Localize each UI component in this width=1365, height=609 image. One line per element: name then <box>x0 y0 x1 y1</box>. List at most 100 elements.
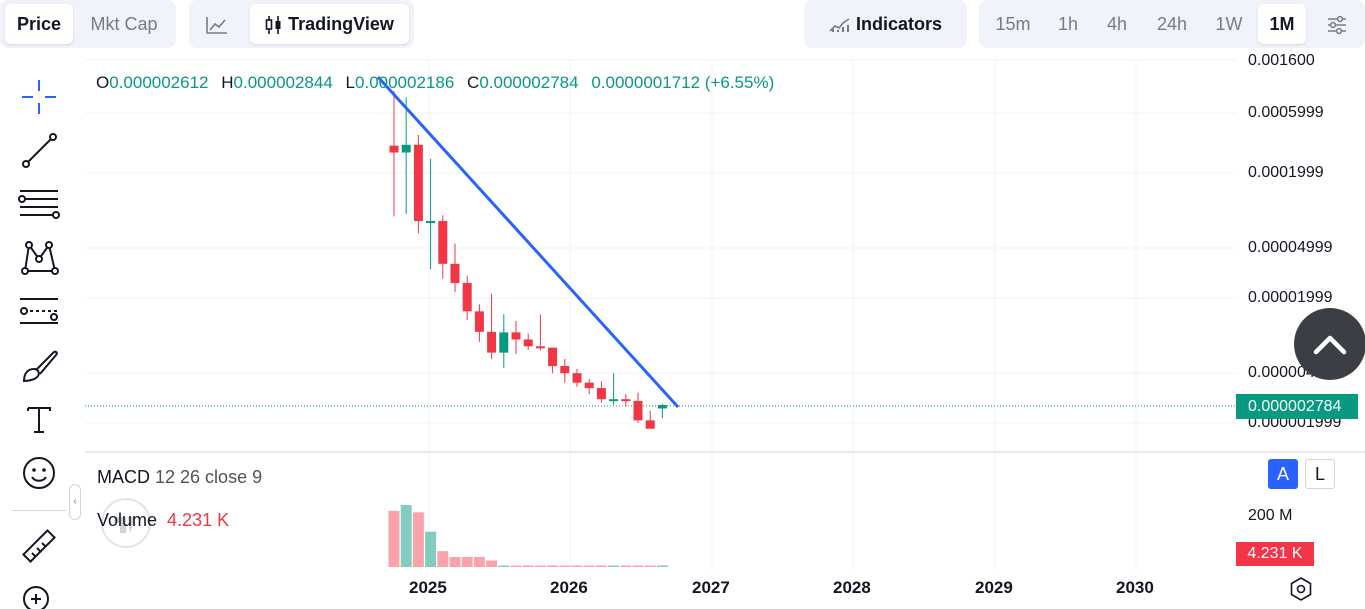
volume-legend: Volume 4.231 K <box>97 510 229 531</box>
candle-body <box>389 145 399 153</box>
change-value: 0.0000001712 (+6.55%) <box>591 73 775 92</box>
volume-bar <box>595 565 607 567</box>
volume-bar <box>412 512 424 567</box>
candle-body <box>645 420 655 429</box>
price-button[interactable]: Price <box>5 4 73 44</box>
candle-body <box>462 282 472 312</box>
candle-body <box>657 405 667 409</box>
volume-bar <box>547 565 559 567</box>
candle-body <box>633 400 643 421</box>
fib-tool[interactable] <box>16 181 62 227</box>
timeframe-4h[interactable]: 4h <box>1106 14 1128 34</box>
current-price-tag: 0.000002784 <box>1236 394 1358 419</box>
indicators-button[interactable]: Indicators <box>809 4 962 44</box>
timeframe-24h[interactable]: 24h <box>1156 14 1188 34</box>
price-axis-label: 0.001600 <box>1248 52 1315 69</box>
price-axis-label: 0.0001999 <box>1248 164 1324 181</box>
volume-bar <box>486 560 498 567</box>
projection-tool[interactable] <box>16 289 62 335</box>
volume-bar <box>534 565 546 567</box>
candles-series <box>389 90 667 429</box>
candle-body <box>548 347 558 367</box>
tradingview-label: TradingView <box>288 14 394 34</box>
macd-legend: MACD 12 26 close 9 <box>97 467 262 488</box>
volume-bar <box>571 565 583 567</box>
indicators-group: Indicators <box>804 0 967 48</box>
fib-icon <box>18 190 60 219</box>
collapse-toolbar-button[interactable]: ‹ <box>69 484 81 520</box>
high-value: 0.000002844 <box>233 73 333 92</box>
timeframe-15m[interactable]: 15m <box>995 14 1031 34</box>
open-key: O <box>96 73 110 92</box>
volume-bar <box>644 565 656 567</box>
volume-bar <box>425 531 437 567</box>
indicators-label: Indicators <box>855 14 943 34</box>
candle-body <box>535 346 545 349</box>
emoji-tool[interactable] <box>16 450 62 496</box>
low-key: L <box>345 73 356 92</box>
candle-body <box>450 263 460 283</box>
log-scale-button[interactable]: L <box>1305 459 1335 489</box>
price-axis-label: 0.00004999 <box>1248 239 1333 256</box>
pattern-icon <box>21 241 59 275</box>
gear-icon[interactable] <box>1288 576 1314 602</box>
text-tool[interactable] <box>16 396 62 442</box>
candle-body <box>560 366 570 374</box>
volume-bar <box>522 565 534 567</box>
trendline-tool[interactable] <box>16 127 62 173</box>
time-axis-label: 2029 <box>975 578 1013 597</box>
crosshair-tool[interactable] <box>16 74 62 120</box>
chart-settings-button[interactable] <box>1315 4 1359 44</box>
volume-bar <box>437 551 449 567</box>
price-axis-label: 0.00001999 <box>1248 289 1333 306</box>
trendline[interactable] <box>376 75 680 409</box>
macd-params: 12 26 close 9 <box>155 467 263 487</box>
zoom-in-tool[interactable] <box>16 576 62 609</box>
volume-bar <box>461 556 473 567</box>
volume-tag: 4.231 K <box>1236 542 1314 566</box>
candle-body <box>572 373 582 383</box>
macd-name: MACD <box>97 467 150 487</box>
settings-sliders-icon <box>1328 16 1346 35</box>
volume-series <box>388 505 668 567</box>
volume-bar <box>449 556 461 567</box>
candle-body <box>401 144 411 153</box>
chart-line-icon <box>206 17 227 35</box>
timeframe-1m[interactable]: 1M <box>1258 4 1306 44</box>
time-axis-label: 2026 <box>550 578 588 597</box>
volume-bar <box>583 565 595 567</box>
emoji-icon <box>23 457 55 489</box>
indicators-icon <box>829 18 850 33</box>
line-chart-button[interactable] <box>194 4 240 44</box>
volume-name: Volume <box>97 510 158 530</box>
volume-bar <box>620 565 632 567</box>
brush-tool[interactable] <box>16 343 62 389</box>
candle-body <box>621 399 631 402</box>
zoom-plus-icon <box>23 586 49 609</box>
time-axis-label: 2025 <box>409 578 447 597</box>
close-key: C <box>467 73 480 92</box>
volume-bar <box>388 510 400 567</box>
low-value: 0.000002186 <box>355 73 455 92</box>
tradingview-button[interactable]: TradingView <box>250 4 409 44</box>
measure-tool[interactable] <box>16 523 62 569</box>
volume-bar <box>498 565 510 567</box>
auto-scale-button[interactable]: A <box>1268 459 1298 489</box>
drawing-toolbar <box>0 60 80 609</box>
candles-icon <box>265 16 281 35</box>
candle-body <box>499 332 509 353</box>
open-value: 0.000002612 <box>109 73 209 92</box>
projection-icon <box>20 298 58 324</box>
timeframe-1w[interactable]: 1W <box>1215 14 1243 34</box>
pattern-tool[interactable] <box>16 235 62 281</box>
chevron-up-icon <box>1313 335 1347 355</box>
timeframe-1h[interactable]: 1h <box>1057 14 1079 34</box>
candle-body <box>511 332 521 340</box>
timeframe-toggle: 15m 1h 4h 24h 1W 1M <box>979 0 1365 48</box>
mktcap-button[interactable]: Mkt Cap <box>90 14 158 34</box>
volume-bar <box>559 565 571 567</box>
scroll-to-top-button[interactable] <box>1294 308 1365 380</box>
price-mktcap-toggle: Price Mkt Cap <box>0 0 176 48</box>
candle-body <box>596 388 606 400</box>
